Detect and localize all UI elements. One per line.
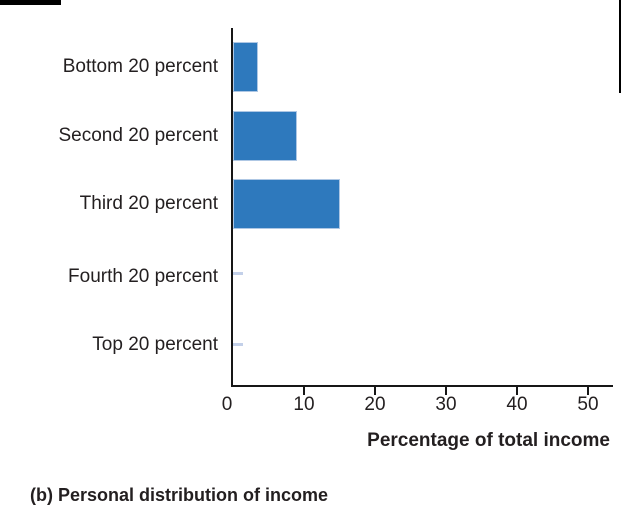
category-label-top-20: Top 20 percent: [92, 334, 218, 355]
figure-caption: (b) Personal distribution of income: [30, 485, 329, 505]
bar-fourth-20: [233, 271, 243, 275]
x-tick-label-30: 30: [435, 394, 457, 415]
category-label-second-20: Second 20 percent: [58, 125, 218, 146]
bar-top-20: [233, 342, 243, 346]
x-tick-label-10: 10: [293, 394, 315, 415]
bar-bottom-20: [233, 42, 258, 92]
bar-row-top-20: [233, 319, 243, 369]
bar-row-fourth-20: [233, 248, 243, 298]
page-crop-mark-top-left: [0, 0, 61, 5]
x-tick-label-50: 50: [577, 394, 599, 415]
x-tick-label-40: 40: [506, 394, 528, 415]
x-tick-30: [445, 386, 447, 395]
x-tick-label-0: 0: [221, 394, 233, 415]
bar-row-second-20: [233, 111, 297, 161]
x-tick-40: [516, 386, 518, 395]
bar-second-20: [233, 111, 297, 161]
category-label-bottom-20: Bottom 20 percent: [62, 56, 218, 77]
x-tick-label-20: 20: [364, 394, 386, 415]
y-axis-line: [231, 28, 233, 387]
page-edge-line-right: [619, 0, 621, 93]
category-label-third-20: Third 20 percent: [79, 193, 218, 214]
x-tick-50: [587, 386, 589, 395]
x-tick-10: [303, 386, 305, 395]
x-tick-20: [374, 386, 376, 395]
bar-row-bottom-20: [233, 42, 258, 92]
category-label-fourth-20: Fourth 20 percent: [68, 266, 218, 287]
x-axis-title: Percentage of total income: [367, 430, 610, 451]
bar-third-20: [233, 179, 340, 229]
x-axis-line: [231, 385, 613, 387]
bar-row-third-20: [233, 179, 340, 229]
